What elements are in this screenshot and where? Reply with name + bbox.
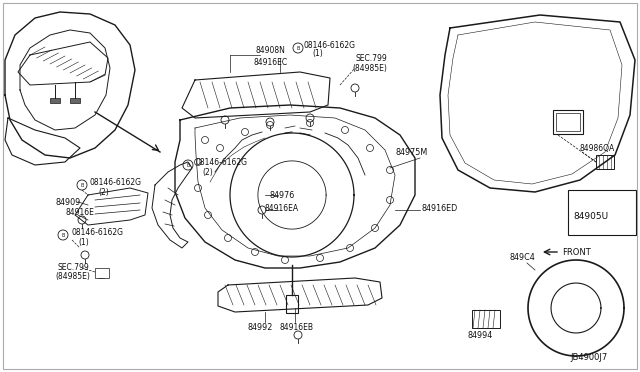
Text: 08146-6162G: 08146-6162G: [304, 41, 356, 49]
Text: FRONT: FRONT: [562, 247, 591, 257]
Bar: [95, 268, 109, 278]
Text: 84916EC: 84916EC: [254, 58, 288, 67]
Text: 84916EA: 84916EA: [265, 203, 299, 212]
Bar: [596, 155, 614, 169]
Text: 84909: 84909: [55, 198, 80, 206]
Text: (84985E): (84985E): [55, 273, 90, 282]
Text: 84992: 84992: [248, 324, 273, 333]
Text: 84905U: 84905U: [573, 212, 608, 221]
Text: SEC.799: SEC.799: [58, 263, 90, 273]
Text: B: B: [186, 163, 189, 167]
Text: 08146-6162G: 08146-6162G: [196, 157, 248, 167]
Text: B: B: [61, 232, 65, 237]
Text: B: B: [296, 45, 300, 51]
Text: B: B: [80, 183, 84, 187]
Text: JB4900J7: JB4900J7: [570, 353, 607, 362]
Text: 84916E: 84916E: [65, 208, 94, 217]
Text: (1): (1): [78, 237, 89, 247]
Text: (1): (1): [312, 48, 323, 58]
Text: 84976: 84976: [269, 190, 294, 199]
Text: SEC.799: SEC.799: [355, 54, 387, 62]
Bar: [553, 110, 583, 134]
Text: 84994: 84994: [468, 331, 493, 340]
Bar: [50, 98, 60, 103]
Text: 84986QA: 84986QA: [580, 144, 615, 153]
Text: 84916ED: 84916ED: [422, 203, 458, 212]
Text: 849C4: 849C4: [510, 253, 536, 263]
Bar: [568, 190, 636, 235]
Text: 84916EB: 84916EB: [280, 324, 314, 333]
Text: (2): (2): [202, 167, 212, 176]
Bar: [286, 295, 298, 313]
Bar: [556, 113, 580, 131]
Text: 84908N: 84908N: [255, 45, 285, 55]
Text: 08146-6162G: 08146-6162G: [71, 228, 123, 237]
Text: 84975M: 84975M: [395, 148, 428, 157]
Bar: [70, 98, 80, 103]
Text: (84985E): (84985E): [352, 64, 387, 73]
Text: (2): (2): [98, 187, 109, 196]
Text: 08146-6162G: 08146-6162G: [90, 177, 142, 186]
Bar: [472, 310, 500, 328]
